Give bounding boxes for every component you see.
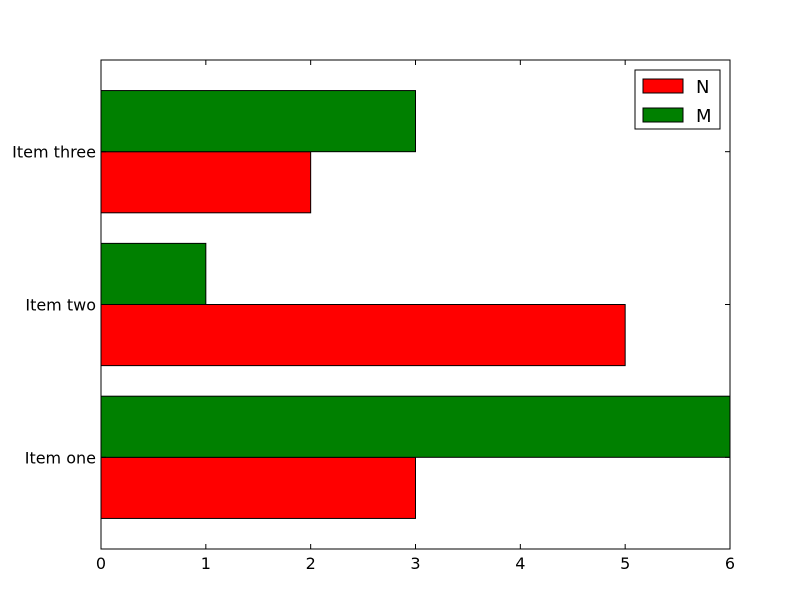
legend-label-n: N	[696, 77, 709, 98]
x-tick-label: 0	[96, 554, 106, 573]
x-tick-label: 3	[410, 554, 420, 573]
x-axis: 0 1 2 3 4 5 6	[96, 60, 735, 573]
y-tick-label: Item three	[12, 143, 96, 162]
bar-n-1	[100, 456, 416, 519]
bar-m-1	[100, 395, 731, 458]
legend-swatch-m	[642, 107, 684, 123]
y-axis: Item one Item two Item three	[12, 143, 730, 467]
x-tick-label: 5	[620, 554, 630, 573]
legend: N M	[634, 69, 721, 130]
x-tick-label: 2	[306, 554, 316, 573]
y-tick-label: Item two	[25, 296, 96, 315]
legend-swatch-n	[642, 78, 684, 94]
bars-group	[100, 90, 731, 519]
bar-n-2	[100, 304, 626, 367]
legend-label-m: M	[696, 106, 712, 127]
y-tick-label: Item one	[25, 448, 96, 467]
x-tick-label: 6	[725, 554, 735, 573]
bar-m-3	[100, 90, 416, 153]
x-tick-label: 1	[201, 554, 211, 573]
bar-m-2	[100, 242, 207, 305]
x-tick-label: 4	[515, 554, 525, 573]
bar-n-3	[100, 151, 312, 214]
